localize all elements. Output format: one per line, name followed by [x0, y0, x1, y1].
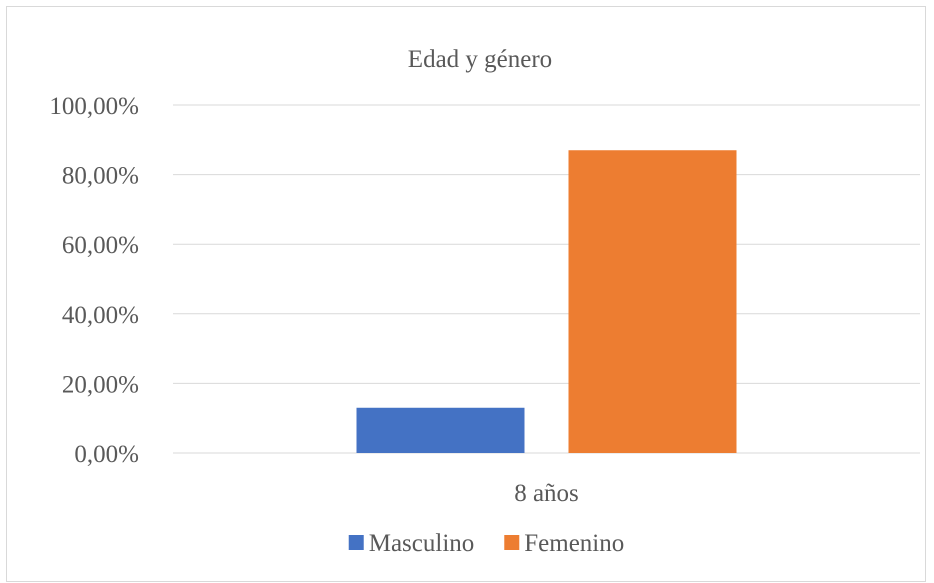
chart-frame	[6, 6, 926, 582]
y-tick-label: 100,00%	[49, 93, 139, 120]
y-tick-label: 80,00%	[62, 163, 139, 190]
y-tick-label: 60,00%	[62, 232, 139, 259]
y-tick-label: 40,00%	[62, 302, 139, 329]
y-tick-label: 0,00%	[74, 441, 139, 468]
grid	[173, 104, 920, 454]
legend-swatch-masculino	[348, 535, 364, 550]
x-tick-label: 8 años	[514, 480, 579, 507]
bar-femenino	[568, 150, 737, 454]
chart-title: Edad y género	[408, 46, 552, 73]
legend-label-femenino: Femenino	[524, 530, 624, 557]
legend-swatch-femenino	[504, 535, 520, 550]
bar-masculino	[356, 407, 525, 453]
bars	[356, 150, 737, 454]
y-axis-ticks: 0,00% 20,00% 40,00% 60,00% 80,00% 100,00%	[49, 93, 139, 468]
y-tick-label: 20,00%	[62, 371, 139, 398]
legend-label-masculino: Masculino	[369, 530, 475, 557]
x-axis-ticks: 8 años	[514, 480, 579, 507]
legend: Masculino Femenino	[348, 530, 624, 557]
